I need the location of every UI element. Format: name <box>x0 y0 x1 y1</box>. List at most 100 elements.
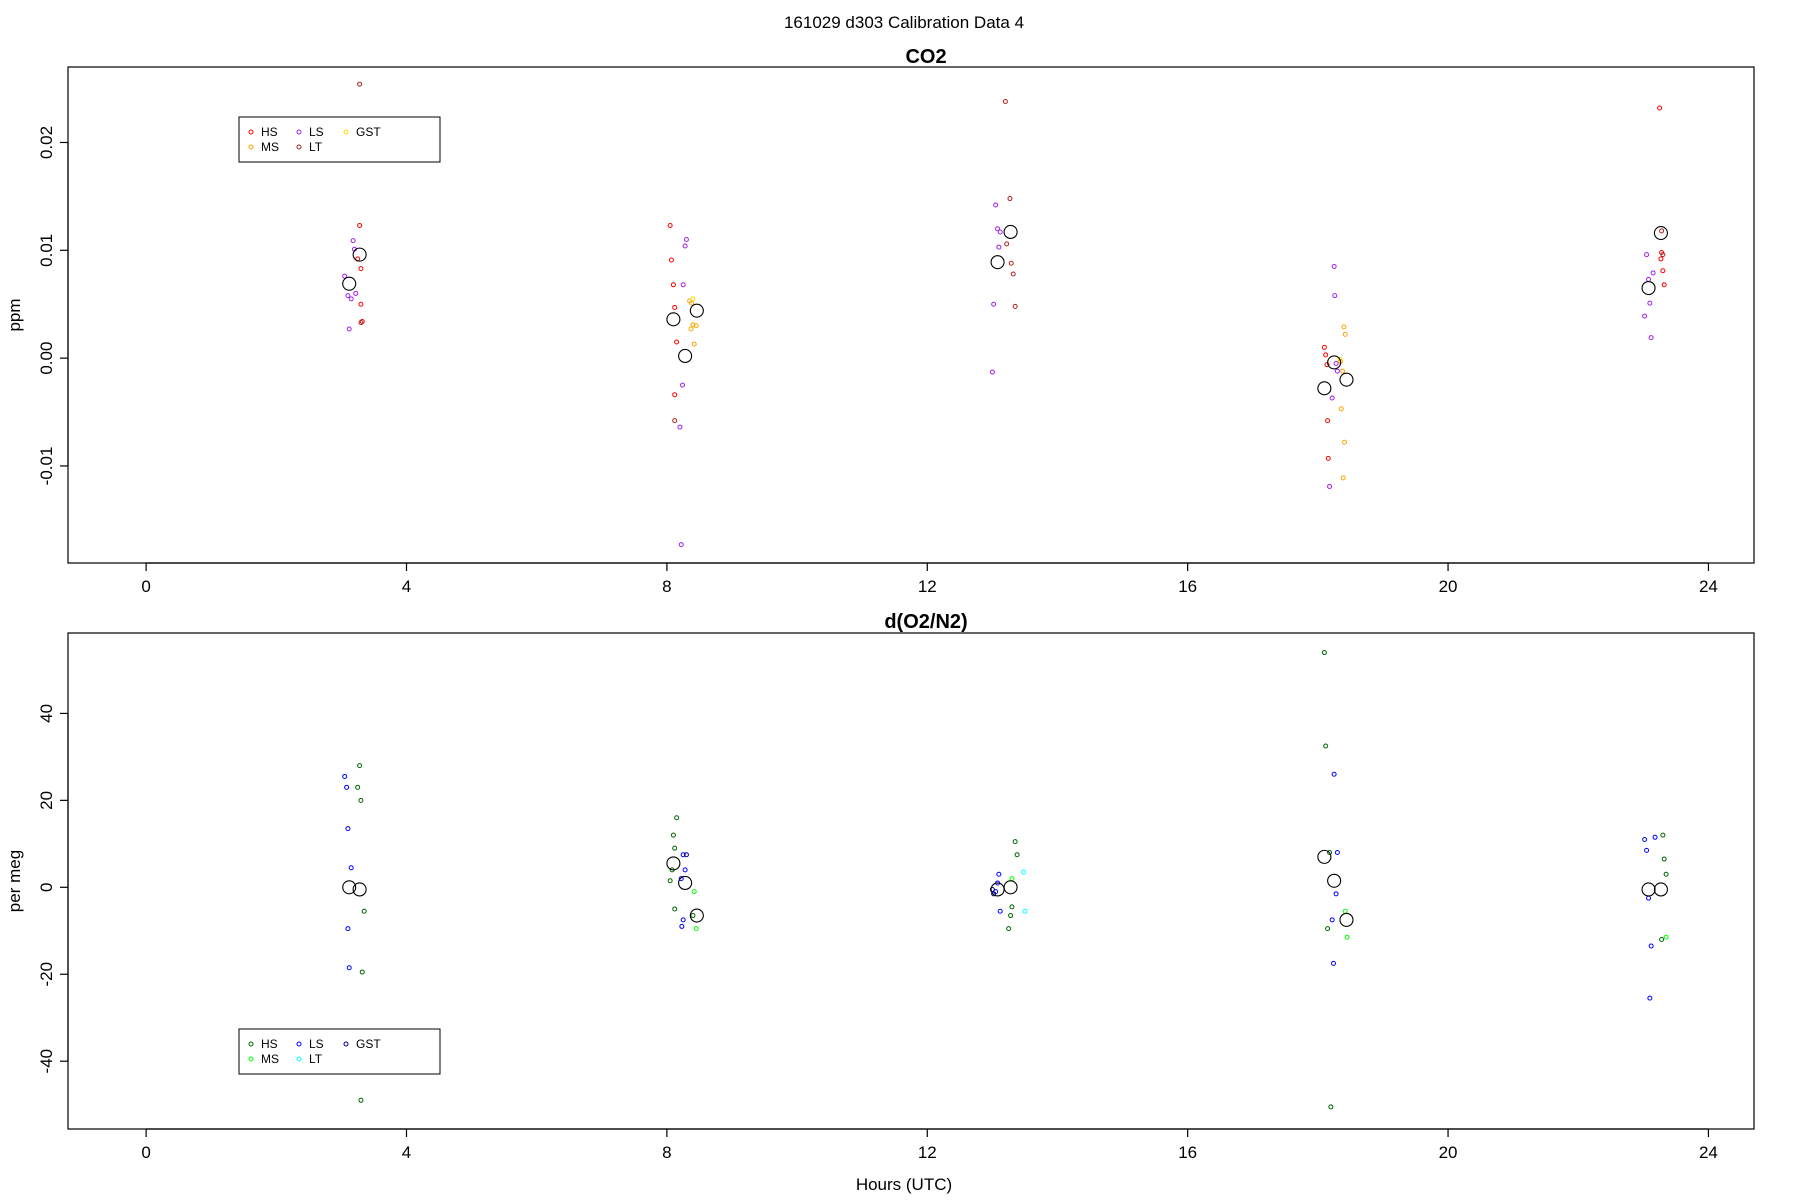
o2n2-data-point <box>693 926 699 932</box>
o2n2-data-point <box>683 852 689 858</box>
co2-data-point <box>683 237 689 243</box>
co2-data-point <box>1012 303 1018 309</box>
o2n2-data-point <box>1647 995 1653 1001</box>
o2n2-legend-label: MS <box>261 1052 279 1066</box>
o2n2-y-tick-label: 20 <box>37 791 56 810</box>
o2n2-data-point <box>1642 836 1648 842</box>
o2n2-mean-point <box>678 875 693 891</box>
o2n2-data-point <box>361 908 367 914</box>
o2n2-data-point <box>358 1097 364 1103</box>
o2n2-legend-marker <box>296 1056 302 1062</box>
co2-x-tick-label: 0 <box>141 577 150 596</box>
o2n2-data-point <box>690 913 696 919</box>
co2-data-point <box>1002 99 1008 105</box>
co2-data-point <box>991 301 997 307</box>
co2-x-tick-label: 12 <box>918 577 937 596</box>
o2n2-data-point <box>674 815 680 821</box>
co2-data-point <box>1650 270 1656 276</box>
co2-data-point <box>1648 335 1654 341</box>
co2-mean-point <box>1339 372 1354 387</box>
o2n2-data-point <box>672 845 678 851</box>
co2-y-tick-label: 0.02 <box>37 126 56 159</box>
o2n2-mean-point <box>689 908 704 923</box>
co2-panel: CO2 ppm 0 4 8 12 16 20 24 -0.01 0.00 0.01 0.02 HSM… <box>5 46 1755 596</box>
co2-data-point <box>1342 331 1348 337</box>
co2-data-point <box>1338 406 1344 412</box>
co2-data-point <box>1334 368 1340 374</box>
o2n2-mean-point <box>666 856 681 871</box>
co2-data-point <box>689 300 695 306</box>
o2n2-data-point <box>358 797 364 803</box>
o2n2-data-point <box>678 876 684 882</box>
o2n2-data-point <box>355 784 361 790</box>
co2-y-axis-label: ppm <box>5 298 24 331</box>
o2n2-data-point <box>1344 934 1350 940</box>
o2n2-x-axis-label: Hours (UTC) <box>856 1175 952 1194</box>
co2-data-point <box>690 296 696 302</box>
co2-data-point <box>688 326 694 332</box>
o2n2-legend-box <box>238 1028 441 1075</box>
co2-points <box>342 81 1668 548</box>
co2-data-point <box>1660 252 1666 258</box>
o2n2-data-point <box>1327 850 1333 856</box>
o2n2-mean-point <box>1653 882 1668 897</box>
co2-data-point <box>1007 196 1013 202</box>
o2n2-mean-point <box>1339 912 1354 927</box>
co2-panel-title: CO2 <box>905 46 946 68</box>
o2n2-x-tick-label: 12 <box>918 1143 937 1162</box>
o2n2-data-point <box>1663 934 1669 940</box>
o2n2-data-point <box>996 871 1002 877</box>
o2n2-ticks: 0 4 8 12 16 20 24 -40 -20 0 20 40 <box>37 704 1718 1162</box>
co2-data-point <box>1333 361 1339 367</box>
o2n2-data-point <box>691 889 697 895</box>
co2-data-point <box>672 304 678 310</box>
co2-data-point <box>674 339 680 345</box>
co2-data-point <box>1331 263 1337 269</box>
co2-data-point <box>357 223 363 229</box>
co2-data-point <box>1658 256 1664 262</box>
o2n2-data-point <box>1659 936 1665 942</box>
o2n2-data-point <box>1663 871 1669 877</box>
o2n2-data-point <box>1328 1104 1334 1110</box>
o2n2-panel-title: d(O2/N2) <box>884 611 967 633</box>
o2n2-data-point <box>1329 917 1335 923</box>
o2n2-data-point <box>1021 869 1027 875</box>
co2-data-point <box>682 243 688 249</box>
o2n2-mean-point <box>342 880 357 895</box>
co2-data-point <box>1327 483 1333 489</box>
o2n2-data-point <box>1009 904 1015 910</box>
co2-data-point <box>1323 352 1329 358</box>
o2n2-legend-label: LT <box>309 1052 323 1066</box>
o2n2-data-point <box>344 784 350 790</box>
o2n2-data-point <box>1325 926 1331 932</box>
o2n2-data-point <box>991 891 997 897</box>
co2-data-point <box>680 382 686 388</box>
o2n2-data-point <box>357 763 363 769</box>
o2n2-y-tick-label: 40 <box>37 704 56 723</box>
co2-legend-marker <box>296 129 302 135</box>
o2n2-data-point <box>670 832 676 838</box>
o2n2-mean-point <box>1317 849 1332 864</box>
o2n2-legend-label: HS <box>261 1037 278 1051</box>
co2-legend-marker <box>296 144 302 150</box>
co2-data-point <box>342 273 348 279</box>
co2-mean-point <box>666 312 681 327</box>
co2-mean-point <box>689 303 704 318</box>
o2n2-data-point <box>359 969 365 975</box>
co2-y-tick-label: 0.00 <box>37 342 56 375</box>
o2n2-data-point <box>1331 771 1337 777</box>
co2-x-tick-label: 4 <box>402 577 411 596</box>
o2n2-data-point <box>348 865 354 871</box>
o2n2-data-point <box>667 878 673 884</box>
co2-data-point <box>1657 105 1663 111</box>
co2-data-point <box>1660 268 1666 274</box>
co2-y-tick-label: 0.01 <box>37 234 56 267</box>
co2-data-point <box>1340 368 1346 374</box>
o2n2-data-point <box>345 926 351 932</box>
o2n2-data-point <box>1660 832 1666 838</box>
co2-legend-label: LT <box>309 140 323 154</box>
co2-data-point <box>989 369 995 375</box>
co2-y-tick-label: -0.01 <box>37 447 56 486</box>
o2n2-data-point <box>342 773 348 779</box>
o2n2-panel: d(O2/N2) per meg Hours (UTC) 0 4 8 12 16 20 24… <box>5 611 1755 1194</box>
